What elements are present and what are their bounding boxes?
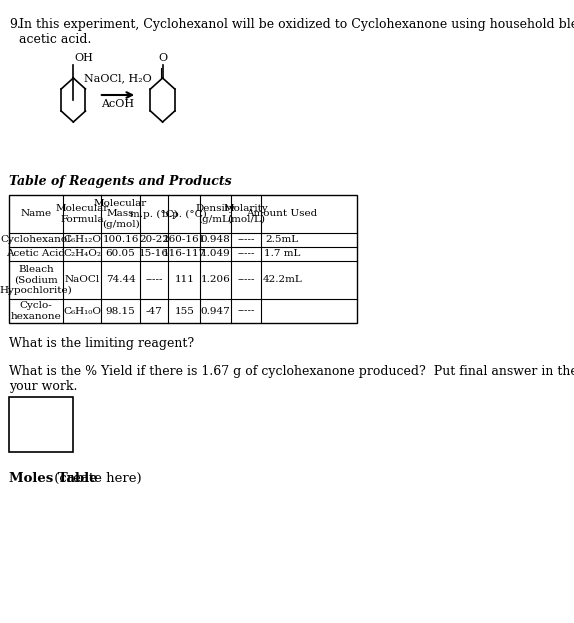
Text: 155: 155 xyxy=(174,307,194,315)
Text: 98.15: 98.15 xyxy=(106,307,135,315)
Text: Molarity
(mol/L): Molarity (mol/L) xyxy=(224,204,269,224)
Text: O: O xyxy=(158,53,167,63)
Bar xyxy=(9,195,357,323)
Text: 1.049: 1.049 xyxy=(201,249,230,259)
Text: 116-117: 116-117 xyxy=(162,249,206,259)
Text: -----: ----- xyxy=(238,235,255,244)
Text: What is the % Yield if there is 1.67 g of cyclohexanone produced?  Put final ans: What is the % Yield if there is 1.67 g o… xyxy=(9,365,574,393)
Text: -----: ----- xyxy=(238,249,255,259)
Text: m.p. (°C): m.p. (°C) xyxy=(130,209,178,219)
Text: C₆H₁₀O: C₆H₁₀O xyxy=(63,307,101,315)
Text: -----: ----- xyxy=(238,275,255,285)
Text: OH: OH xyxy=(74,53,93,63)
Text: 0.947: 0.947 xyxy=(201,307,230,315)
Text: Cyclo-
hexanone: Cyclo- hexanone xyxy=(11,302,61,321)
Text: -----: ----- xyxy=(145,275,163,285)
Text: 0.948: 0.948 xyxy=(201,235,230,244)
Text: In this experiment, Cyclohexanol will be oxidized to Cyclohexanone using househo: In this experiment, Cyclohexanol will be… xyxy=(19,18,574,46)
Text: 20-22: 20-22 xyxy=(139,235,169,244)
Text: b.p. (°C): b.p. (°C) xyxy=(162,209,207,219)
Text: Bleach
(Sodium
Hypochlorite): Bleach (Sodium Hypochlorite) xyxy=(0,265,72,295)
Text: 74.44: 74.44 xyxy=(106,275,135,285)
Text: Moles Table: Moles Table xyxy=(9,472,98,485)
Text: 160-161: 160-161 xyxy=(162,235,206,244)
Text: Cyclohexanol: Cyclohexanol xyxy=(1,235,71,244)
Text: 100.16: 100.16 xyxy=(102,235,139,244)
Text: -----: ----- xyxy=(238,307,255,315)
Text: 42.2mL: 42.2mL xyxy=(262,275,302,285)
Text: Density
(g/mL): Density (g/mL) xyxy=(196,204,235,224)
Text: 60.05: 60.05 xyxy=(106,249,135,259)
Text: C₂H₄O₂: C₂H₄O₂ xyxy=(63,249,101,259)
Text: Table of Reagents and Products: Table of Reagents and Products xyxy=(9,175,231,188)
Text: AcOH: AcOH xyxy=(102,99,134,109)
Bar xyxy=(9,397,73,452)
Text: NaOCl: NaOCl xyxy=(65,275,100,285)
Text: Acetic Acid: Acetic Acid xyxy=(6,249,65,259)
Text: 111: 111 xyxy=(174,275,194,285)
Text: 15-16: 15-16 xyxy=(139,249,169,259)
Text: NaOCl, H₂O: NaOCl, H₂O xyxy=(84,73,152,83)
Text: What is the limiting reagent?: What is the limiting reagent? xyxy=(9,337,194,350)
Text: Name: Name xyxy=(21,209,52,219)
Text: 1.7 mL: 1.7 mL xyxy=(264,249,300,259)
Text: -47: -47 xyxy=(146,307,162,315)
Text: Molecular
Mass
(g/mol): Molecular Mass (g/mol) xyxy=(94,199,147,229)
Text: 9.: 9. xyxy=(9,18,21,31)
Text: Molecular
Formula: Molecular Formula xyxy=(56,204,109,224)
Text: C₆H₁₂O: C₆H₁₂O xyxy=(63,235,101,244)
Text: 1.206: 1.206 xyxy=(201,275,230,285)
Text: Amount Used: Amount Used xyxy=(246,209,318,219)
Text: 2.5mL: 2.5mL xyxy=(266,235,298,244)
Text: (create here): (create here) xyxy=(51,472,142,485)
